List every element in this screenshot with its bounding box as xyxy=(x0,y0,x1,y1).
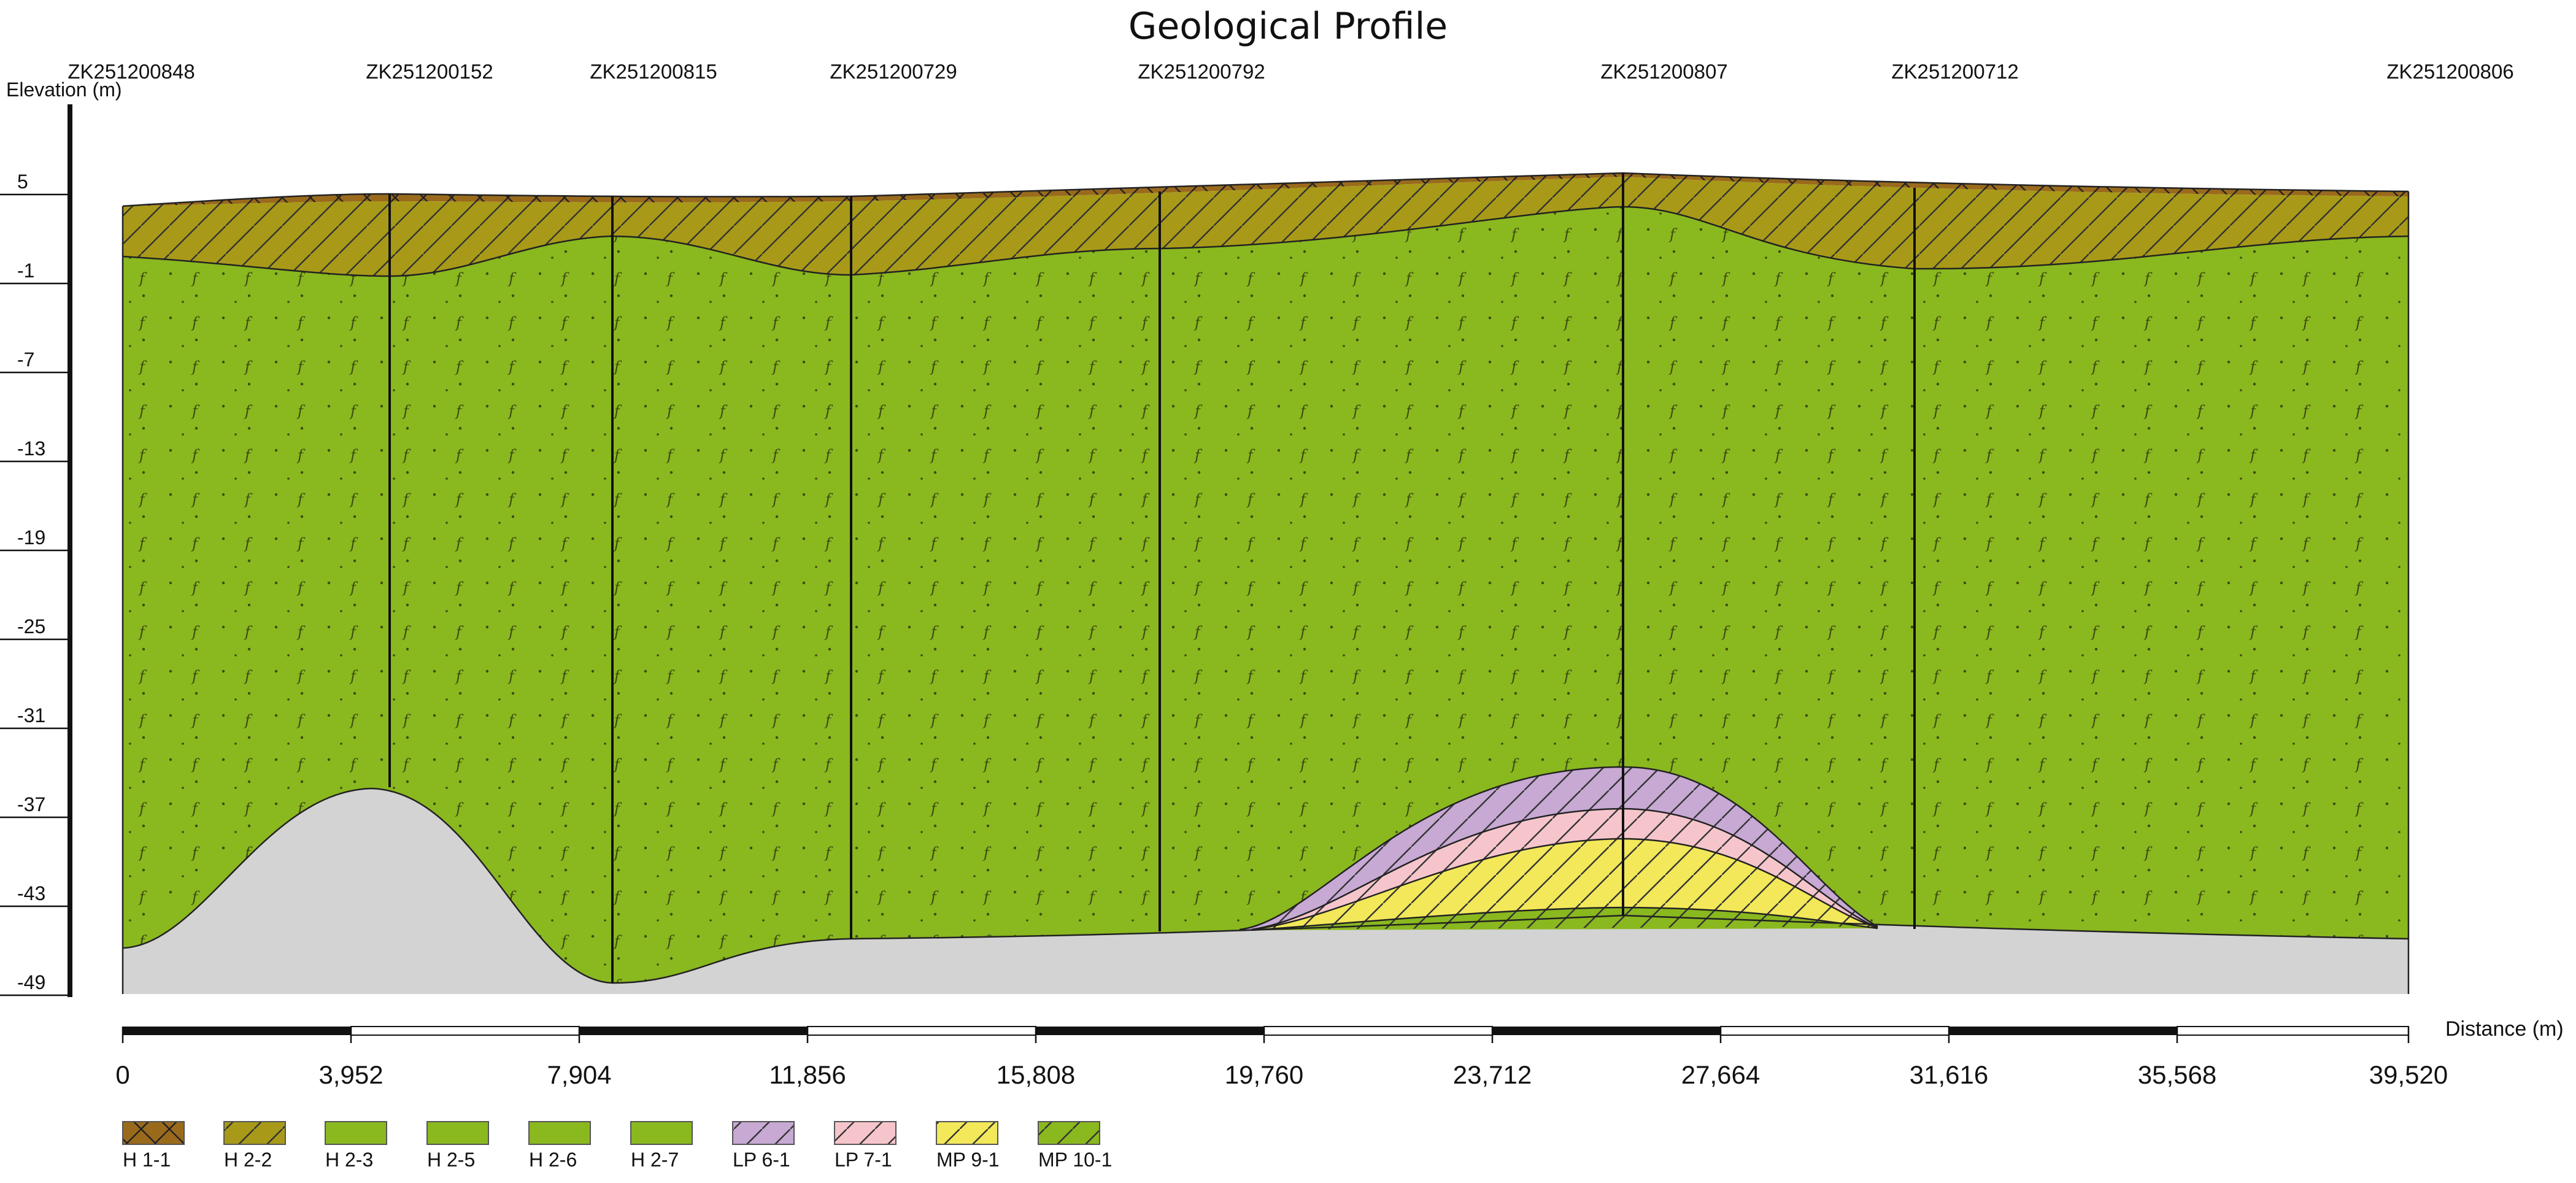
scale-segment-dark xyxy=(123,1027,351,1035)
legend-label: H 2-6 xyxy=(529,1149,577,1171)
scale-segment-light xyxy=(1263,1026,1493,1036)
surface-line xyxy=(122,172,2409,207)
lens-outline-4 xyxy=(1251,906,1878,931)
legend-label: H 2-2 xyxy=(224,1149,272,1171)
h2-2-base-line xyxy=(122,206,2409,277)
legend-label: LP 7-1 xyxy=(835,1149,892,1171)
bedrock-area xyxy=(123,788,2408,994)
lens-outline-2 xyxy=(1251,807,1878,931)
legend-swatch-h1-1-pattern xyxy=(122,1121,185,1145)
scale-segment-dark xyxy=(1036,1027,1264,1035)
legend-swatch-h2-3 xyxy=(325,1121,387,1145)
x-tick-label: 19,760 xyxy=(1224,1060,1304,1089)
layer-green-main xyxy=(123,207,2408,983)
borehole-label: ZK251200815 xyxy=(590,60,717,83)
y-tick-label: -37 xyxy=(17,793,46,815)
legend-swatch-mp9-1-pattern xyxy=(936,1121,998,1145)
scale-segment-light xyxy=(1720,1026,1949,1036)
x-tick-label: 39,520 xyxy=(2369,1060,2448,1089)
y-tick-label: -13 xyxy=(17,437,46,460)
borehole-label: ZK251200792 xyxy=(1138,60,1265,83)
borehole-label: ZK251200848 xyxy=(67,60,195,83)
x-tick-label: 31,616 xyxy=(1909,1060,1989,1089)
bedrock-top-line xyxy=(122,787,2409,984)
lens-hatch xyxy=(1240,767,1878,930)
layer-bedrock xyxy=(123,788,2408,994)
y-tick-label: -31 xyxy=(17,704,46,726)
y-tick-label: -1 xyxy=(17,260,35,282)
legend-swatch-h2-6 xyxy=(528,1121,591,1145)
x-tick-label: 23,712 xyxy=(1452,1060,1532,1089)
legend-swatch-mp10-1-pattern xyxy=(1038,1121,1100,1145)
borehole-label: ZK251200729 xyxy=(830,60,957,83)
x-tick-label: 7,904 xyxy=(547,1060,612,1089)
figure-title: Geological Profile xyxy=(1128,5,1448,48)
legend-swatch-lp7-1-pattern xyxy=(834,1121,897,1145)
borehole-label: ZK251200152 xyxy=(366,60,493,83)
legend-swatch-h2-5 xyxy=(426,1121,489,1145)
layer-h2-2 xyxy=(123,177,2408,276)
x-tick-label: 0 xyxy=(115,1060,130,1089)
y-tick-label: -7 xyxy=(17,349,35,371)
y-tick-label: -49 xyxy=(17,971,46,993)
legend-label: MP 10-1 xyxy=(1038,1149,1113,1171)
x-tick-label: 11,856 xyxy=(769,1060,846,1089)
y-tick-label: 5 xyxy=(17,171,28,193)
y-tick-label: -25 xyxy=(17,615,46,638)
x-tick-label: 35,568 xyxy=(2137,1060,2217,1089)
legend-swatch-h2-2-pattern xyxy=(223,1121,286,1145)
y-tick-label: -43 xyxy=(17,882,46,904)
legend-label: LP 6-1 xyxy=(733,1149,790,1171)
legend-swatches xyxy=(122,1121,1100,1145)
scale-segment-dark xyxy=(579,1027,808,1035)
x-tick-label: 27,664 xyxy=(1681,1060,1760,1089)
x-axis-title: Distance (m) xyxy=(2445,1017,2564,1041)
legend-label: H 2-3 xyxy=(325,1149,374,1171)
legend-swatch-h2-7 xyxy=(630,1121,693,1145)
legend-label: H 2-7 xyxy=(631,1149,679,1171)
layer-h1-1 xyxy=(123,173,2408,206)
y-axis-title: Elevation (m) xyxy=(6,79,122,101)
h1-1-cross xyxy=(123,173,2408,206)
y-axis xyxy=(0,104,72,997)
borehole-label: ZK251200807 xyxy=(1600,60,1728,83)
y-tick-label: -19 xyxy=(17,526,46,549)
x-tick-label: 3,952 xyxy=(318,1060,384,1089)
x-scale-bar xyxy=(121,1026,2410,1043)
legend-label: H 1-1 xyxy=(123,1149,171,1171)
legend-label: MP 9-1 xyxy=(936,1149,1000,1171)
h2-2-hatch xyxy=(123,177,2408,276)
layer-lens xyxy=(1239,766,1878,931)
scale-segment-light xyxy=(807,1026,1036,1036)
legend-swatch-lp6-1-pattern xyxy=(732,1121,795,1145)
scale-segment-light xyxy=(350,1026,580,1036)
scale-segment-dark xyxy=(1949,1027,2177,1035)
legend-label: H 2-5 xyxy=(427,1149,476,1171)
scale-segment-dark xyxy=(1492,1027,1721,1035)
lens-outline-1 xyxy=(1239,766,1878,931)
borehole-lines xyxy=(388,173,1916,983)
scale-segment-light xyxy=(2177,1026,2409,1036)
lens-outline-3 xyxy=(1251,838,1878,931)
borehole-label: ZK251200806 xyxy=(2386,60,2514,83)
green-dots xyxy=(123,207,2408,983)
borehole-label: ZK251200712 xyxy=(1891,60,2019,83)
x-tick-label: 15,808 xyxy=(996,1060,1076,1089)
layer-boundaries xyxy=(121,172,2410,994)
